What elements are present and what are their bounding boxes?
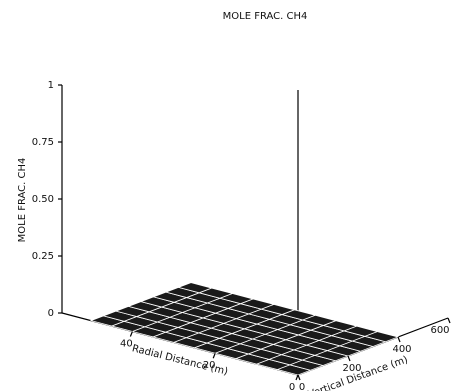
y-tick-label: 400 — [392, 344, 411, 355]
y-tick-label: 600 — [430, 325, 449, 336]
x-tick-label: 40 — [120, 338, 133, 349]
z-tick-label: 0.50 — [32, 194, 54, 205]
x-tick — [212, 353, 216, 359]
z-tick-label: 0 — [48, 308, 54, 319]
z-tick-label: 0.75 — [32, 137, 54, 148]
surface-cell — [177, 282, 213, 294]
x-tick-label: 0 — [289, 382, 295, 391]
z-tick-label: 1 — [48, 80, 54, 91]
y-tick — [397, 336, 401, 343]
y-tick — [297, 374, 301, 381]
x-tick — [129, 331, 133, 337]
y-tick-label: 0 — [299, 382, 305, 391]
y-tick — [347, 355, 351, 362]
chart-title: MOLE FRAC. CH4 — [223, 11, 308, 22]
z-tick-label: 0.25 — [32, 251, 54, 262]
x-tick-label: 20 — [203, 360, 216, 371]
y-tick — [447, 317, 451, 324]
x-tick — [295, 374, 299, 381]
z-axis-label: MOLE FRAC. CH4 — [17, 158, 28, 243]
y-tick-label: 200 — [342, 363, 361, 374]
